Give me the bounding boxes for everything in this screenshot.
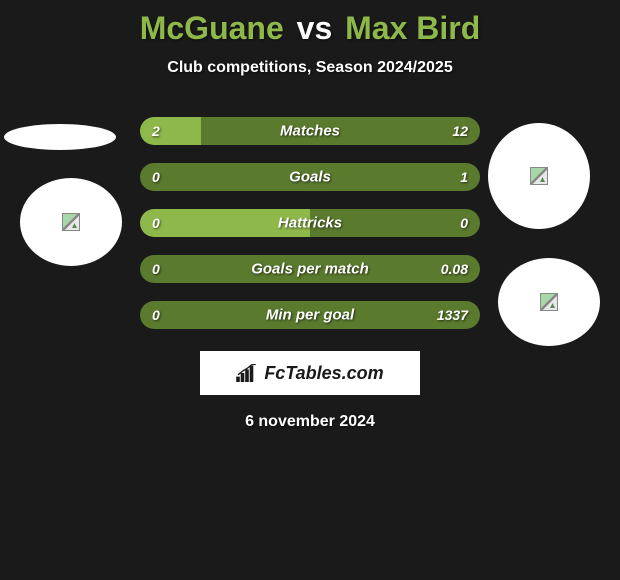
- stat-value-left: 0: [152, 261, 160, 277]
- watermark-text: FcTables.com: [264, 363, 383, 384]
- player-right-circle-bottom: [498, 258, 600, 346]
- stat-value-left: 0: [152, 169, 160, 185]
- stat-bar: 0 Min per goal 1337: [140, 301, 480, 329]
- decorative-ellipse-left: [4, 124, 116, 150]
- stat-value-right: 0: [460, 215, 468, 231]
- player-right-name: Max Bird: [345, 10, 480, 46]
- stat-label: Hattricks: [278, 215, 342, 232]
- comparison-title: McGuane vs Max Bird: [0, 0, 620, 47]
- stat-value-left: 0: [152, 215, 160, 231]
- broken-image-icon: [530, 167, 548, 185]
- stat-label: Min per goal: [266, 307, 354, 324]
- title-vs: vs: [297, 10, 333, 46]
- stat-value-right: 1337: [437, 307, 468, 323]
- comparison-bars: 2 Matches 12 0 Goals 1 0 Hattricks 0 0 Goals per m…: [140, 117, 480, 329]
- stat-value-left: 0: [152, 307, 160, 323]
- broken-image-icon: [540, 293, 558, 311]
- subtitle: Club competitions, Season 2024/2025: [0, 59, 620, 77]
- stat-bar-left-fill: [140, 117, 201, 145]
- stat-bar: 0 Hattricks 0: [140, 209, 480, 237]
- stat-bar: 0 Goals per match 0.08: [140, 255, 480, 283]
- stat-value-right: 1: [460, 169, 468, 185]
- stat-value-left: 2: [152, 123, 160, 139]
- player-right-circle-top: [488, 123, 590, 229]
- chart-icon: [236, 364, 258, 382]
- stat-value-right: 12: [452, 123, 468, 139]
- watermark: FcTables.com: [200, 351, 420, 395]
- stat-label: Goals per match: [251, 261, 369, 278]
- stat-label: Goals: [289, 169, 331, 186]
- stat-bar: 0 Goals 1: [140, 163, 480, 191]
- stat-value-right: 0.08: [441, 261, 468, 277]
- player-left-circle: [20, 178, 122, 266]
- date: 6 november 2024: [0, 413, 620, 431]
- player-left-name: McGuane: [140, 10, 284, 46]
- stat-bar: 2 Matches 12: [140, 117, 480, 145]
- stat-label: Matches: [280, 123, 340, 140]
- broken-image-icon: [62, 213, 80, 231]
